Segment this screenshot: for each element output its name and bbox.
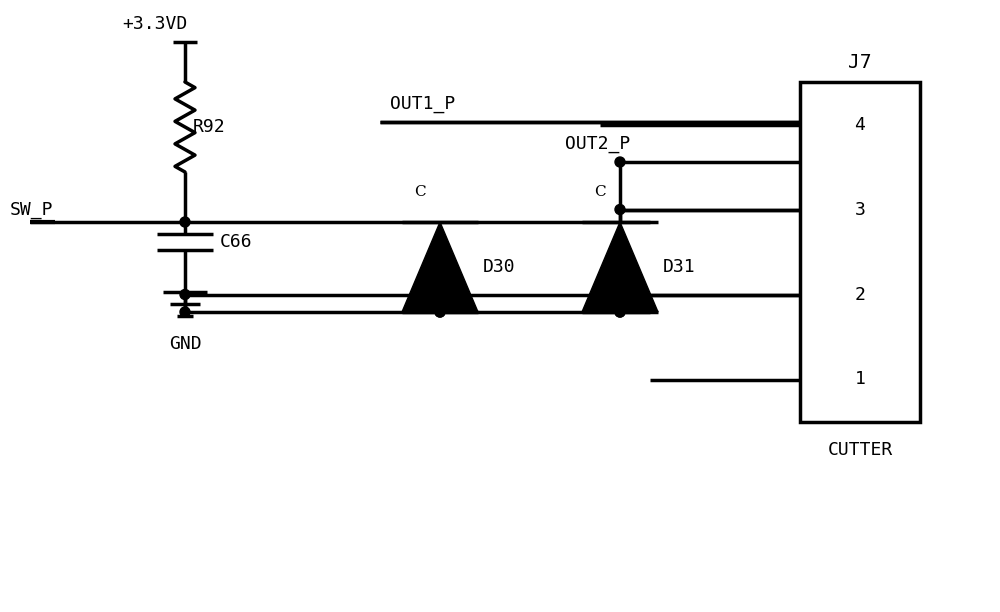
FancyBboxPatch shape [800,82,920,422]
Text: CUTTER: CUTTER [827,441,893,459]
Text: D30: D30 [483,258,516,276]
Text: C: C [414,185,426,199]
Text: D31: D31 [663,258,696,276]
Circle shape [435,307,445,317]
Text: OUT1_P: OUT1_P [390,95,455,113]
Text: J7: J7 [848,53,872,72]
Text: C: C [594,185,606,199]
Text: C66: C66 [220,233,253,251]
Circle shape [615,307,625,317]
Text: SW_P: SW_P [10,201,54,219]
Circle shape [615,307,625,317]
Text: +3.3VD: +3.3VD [122,15,188,33]
Circle shape [180,217,190,227]
Circle shape [180,307,190,317]
Text: 4: 4 [855,116,865,133]
Text: 1: 1 [855,370,865,389]
Polygon shape [582,222,658,312]
Circle shape [615,157,625,167]
Circle shape [435,307,445,317]
Text: 3: 3 [855,201,865,218]
Circle shape [180,289,190,299]
Text: GND: GND [169,335,201,353]
Text: R92: R92 [193,118,226,136]
Text: OUT2_P: OUT2_P [565,135,630,153]
Text: 2: 2 [855,286,865,304]
Polygon shape [402,222,478,312]
Circle shape [615,204,625,214]
